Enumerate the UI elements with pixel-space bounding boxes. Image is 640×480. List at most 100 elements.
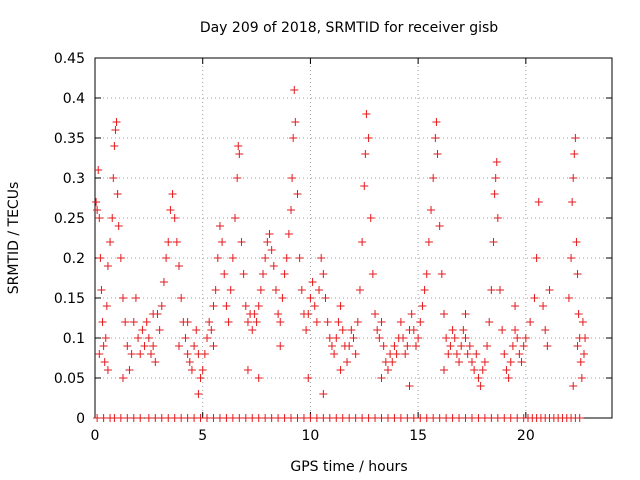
data-point [517, 358, 526, 366]
data-point [138, 326, 147, 334]
data-point [166, 206, 175, 214]
data-point [192, 326, 201, 334]
data-point [476, 382, 485, 390]
data-point [459, 326, 468, 334]
data-point [312, 318, 321, 326]
data-point [226, 286, 235, 294]
data-point [427, 206, 436, 214]
data-point [581, 334, 590, 342]
data-point [487, 286, 496, 294]
data-point [103, 262, 112, 270]
data-point [472, 350, 481, 358]
data-point [284, 230, 293, 238]
data-point [513, 334, 522, 342]
x-tick-label: 5 [198, 428, 207, 444]
data-point [95, 214, 104, 222]
data-point [358, 238, 367, 246]
data-point [543, 342, 552, 350]
data-point [351, 350, 360, 358]
data-point [127, 350, 136, 358]
data-point [282, 254, 291, 262]
data-point [215, 222, 224, 230]
data-point [103, 366, 112, 374]
data-point [185, 358, 194, 366]
data-point [361, 150, 370, 158]
data-point [207, 326, 216, 334]
data-point [567, 254, 576, 262]
data-point [196, 374, 205, 382]
data-point [224, 318, 233, 326]
data-point [368, 270, 377, 278]
data-point [243, 366, 252, 374]
data-point [491, 174, 500, 182]
data-point [261, 254, 270, 262]
data-point [287, 206, 296, 214]
data-point [362, 110, 371, 118]
data-point [269, 262, 278, 270]
y-tick-label: 0.45 [54, 51, 85, 67]
plot-frame [94, 57, 613, 419]
chart-title: Day 209 of 2018, SRMTID for receiver gis… [200, 20, 498, 36]
data-point [288, 174, 297, 182]
data-point [123, 342, 132, 350]
data-point [102, 302, 111, 310]
y-tick-label: 0.15 [54, 291, 85, 307]
data-point [265, 230, 274, 238]
y-tick-label: 0 [76, 411, 85, 427]
data-point [439, 310, 448, 318]
data-point [239, 270, 248, 278]
data-point [100, 358, 109, 366]
data-point [504, 374, 513, 382]
data-point [209, 342, 218, 350]
data-point [162, 254, 171, 262]
data-point [541, 326, 550, 334]
data-point [209, 302, 218, 310]
data-point [480, 358, 489, 366]
data-point [364, 134, 373, 142]
data-point [213, 254, 222, 262]
data-point [383, 366, 392, 374]
data-point [119, 294, 128, 302]
data-point [349, 334, 358, 342]
data-point [422, 270, 431, 278]
data-point [411, 342, 420, 350]
data-point [248, 326, 257, 334]
data-point [164, 238, 173, 246]
data-point [575, 414, 584, 422]
data-point [170, 214, 179, 222]
data-point [465, 342, 474, 350]
data-point [106, 238, 115, 246]
data-point [401, 350, 410, 358]
data-point [414, 334, 423, 342]
data-point [530, 294, 539, 302]
data-point [211, 286, 220, 294]
data-point [492, 158, 501, 166]
data-point [515, 350, 524, 358]
data-point [113, 190, 122, 198]
data-point [405, 382, 414, 390]
y-tick-label: 0.3 [63, 171, 85, 187]
data-point [308, 278, 317, 286]
data-point [429, 174, 438, 182]
data-point [576, 358, 585, 366]
data-point [112, 118, 121, 126]
data-point [450, 334, 459, 342]
data-point [200, 350, 209, 358]
data-point [136, 350, 145, 358]
data-point [134, 334, 143, 342]
data-point [233, 174, 242, 182]
data-point [198, 366, 207, 374]
data-point [390, 342, 399, 350]
data-point [172, 238, 181, 246]
data-point [437, 270, 446, 278]
data-point [490, 190, 499, 198]
data-point [274, 310, 283, 318]
data-point [263, 238, 272, 246]
data-point [409, 326, 418, 334]
data-point [534, 198, 543, 206]
data-point [289, 134, 298, 142]
data-point [92, 198, 101, 206]
data-point [94, 166, 103, 174]
data-point [271, 286, 280, 294]
data-point [95, 350, 104, 358]
